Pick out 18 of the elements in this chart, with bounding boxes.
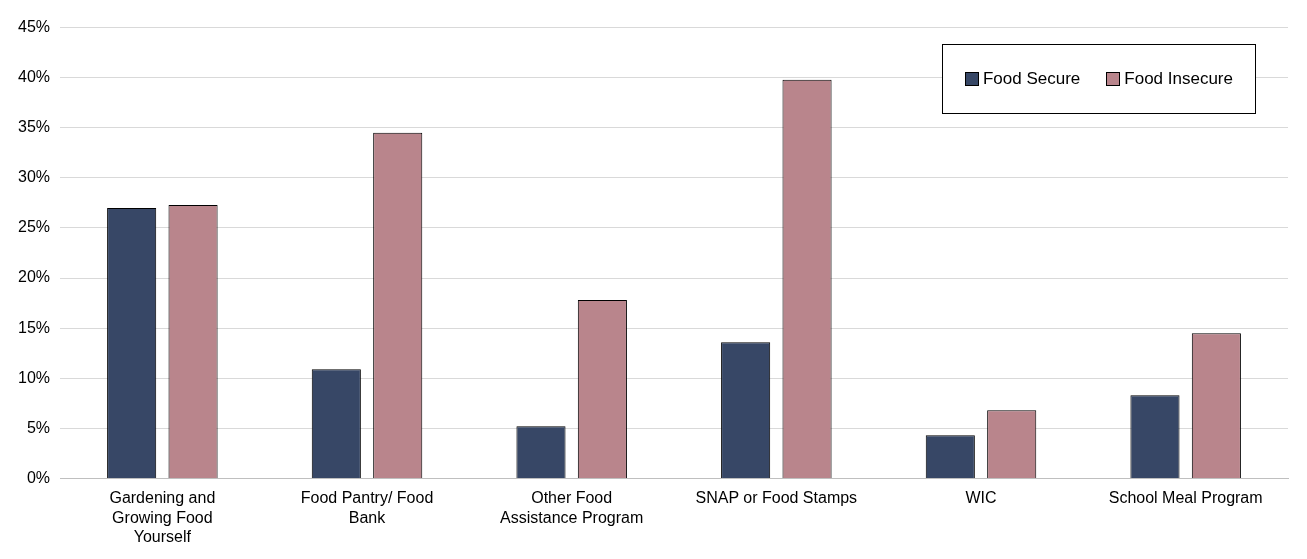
legend-label: Food Secure — [982, 69, 1081, 89]
legend-label: Food Insecure — [1124, 69, 1233, 89]
y-tick-label: 30% — [17, 168, 51, 186]
y-tick-label: 0% — [26, 468, 51, 486]
y-tick-label: 5% — [26, 418, 51, 436]
y-tick-label: 15% — [17, 318, 51, 336]
x-tick-label: SNAP or Food Stamps — [695, 489, 858, 507]
x-tick-label: WIC — [965, 489, 997, 507]
y-tick-label: 35% — [17, 118, 51, 136]
y-tick-label: 10% — [17, 368, 51, 386]
x-tick-label: School Meal Program — [1108, 489, 1263, 507]
y-tick-label: 45% — [17, 18, 51, 36]
x-tick-label: Food Pantry/ Food Bank — [300, 489, 434, 526]
y-tick-label: 20% — [17, 268, 51, 286]
x-tick-label: Gardening and Growing Food Yourself — [109, 489, 216, 545]
x-tick-label: Other Food Assistance Program — [500, 489, 644, 526]
y-tick-label: 25% — [17, 218, 51, 236]
y-tick-label: 40% — [17, 68, 51, 86]
